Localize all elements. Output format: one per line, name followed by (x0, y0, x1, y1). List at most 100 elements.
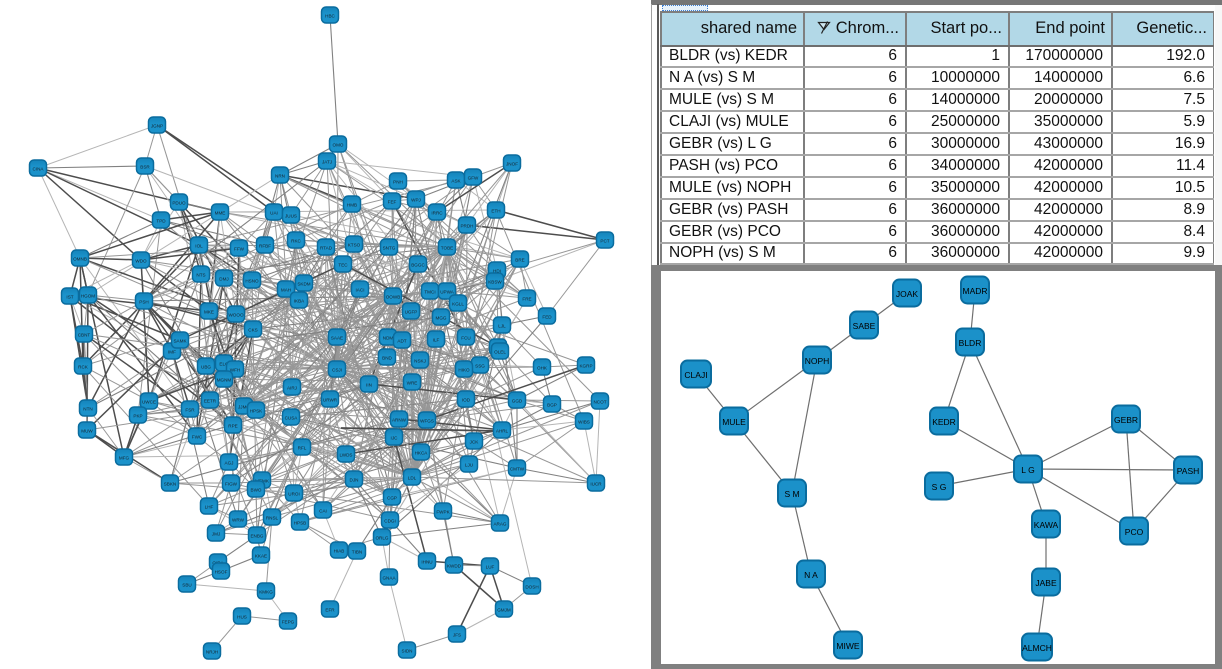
svg-text:UWCE: UWCE (142, 400, 156, 405)
svg-text:WFH: WFH (230, 368, 240, 373)
svg-text:OMO: OMO (333, 143, 344, 148)
svg-text:N A: N A (804, 570, 818, 580)
svg-text:SNTG: SNTG (383, 246, 396, 251)
svg-text:ETH: ETH (491, 209, 500, 214)
svg-text:IUCR: IUCR (590, 482, 602, 487)
svg-text:LJL: LJL (498, 324, 506, 329)
svg-text:MKE: MKE (204, 310, 214, 315)
svg-text:KBSW: KBSW (488, 280, 502, 285)
svg-text:NCOT: NCOT (593, 400, 606, 405)
svg-text:BGGC: BGGC (411, 263, 425, 268)
svg-text:SSG: SSG (475, 364, 485, 369)
svg-text:NRN: NRN (275, 174, 285, 179)
svg-text:CBNT: CBNT (78, 333, 91, 338)
svg-text:UROI: UROI (288, 492, 299, 497)
svg-text:GGD: GGD (512, 399, 523, 404)
svg-text:MGNM: MGNM (217, 378, 232, 383)
svg-text:SKDM: SKDM (297, 282, 310, 287)
svg-text:IOD: IOD (462, 398, 471, 403)
svg-text:IACI: IACI (356, 288, 365, 293)
svg-text:DMJ: DMJ (219, 277, 228, 282)
svg-text:UAI: UAI (270, 211, 278, 216)
svg-text:RCK: RCK (78, 365, 89, 370)
svg-text:ALMCH: ALMCH (1022, 643, 1052, 653)
svg-text:AGJ: AGJ (225, 461, 234, 466)
svg-text:KTSO: KTSO (348, 243, 361, 248)
svg-text:MAH: MAH (281, 288, 291, 293)
svg-text:MGG: MGG (436, 316, 447, 321)
svg-text:OLEL: OLEL (494, 350, 506, 355)
svg-text:IJC: IJC (391, 436, 399, 441)
svg-text:IOL: IOL (195, 244, 203, 249)
svg-text:WDO: WDO (135, 259, 147, 264)
svg-text:TEC: TEC (338, 263, 348, 268)
svg-text:SAMK: SAMK (173, 339, 187, 344)
svg-text:L G: L G (1021, 465, 1034, 475)
svg-text:TIBN: TIBN (352, 550, 362, 555)
svg-text:CUSA: CUSA (285, 416, 299, 421)
svg-text:GMJM: GMJM (497, 608, 511, 613)
svg-text:HPSB: HPSB (294, 521, 307, 526)
svg-text:BSR: BSR (140, 165, 150, 170)
svg-text:LJU: LJU (465, 463, 473, 468)
svg-text:AIRJ: AIRJ (287, 386, 297, 391)
svg-text:FSR: FSR (185, 408, 195, 413)
svg-text:JUUS: JUUS (285, 214, 297, 219)
svg-text:HSNO: HSNO (245, 279, 259, 284)
svg-text:RNSL: RNSL (266, 516, 279, 521)
svg-text:JOAK: JOAK (896, 289, 919, 299)
svg-text:KAWA: KAWA (1034, 520, 1059, 530)
svg-text:KKAE: KKAE (255, 554, 267, 559)
svg-text:JJMO: JJMO (238, 405, 250, 410)
svg-text:CMTW: CMTW (510, 467, 525, 472)
svg-text:JGNP: JGNP (151, 124, 163, 129)
svg-text:HIAB: HIAB (334, 549, 345, 554)
svg-text:FWPK: FWPK (436, 510, 450, 515)
svg-text:S M: S M (784, 489, 799, 499)
svg-text:JABE: JABE (1035, 578, 1057, 588)
svg-text:RPE: RPE (228, 424, 237, 429)
svg-text:LWDS: LWDS (340, 453, 353, 458)
svg-text:AHRL: AHRL (496, 429, 509, 434)
svg-text:HSOF: HSOF (215, 570, 228, 575)
svg-text:KEDR: KEDR (932, 417, 956, 427)
svg-text:NDM: NDM (383, 336, 394, 341)
svg-text:ORLG: ORLG (375, 536, 388, 541)
svg-text:FRE: FRE (522, 297, 531, 302)
svg-text:SAAE: SAAE (331, 336, 343, 341)
svg-text:PCO: PCO (1125, 527, 1144, 537)
svg-text:RFL: RFL (298, 446, 307, 451)
svg-text:IKBA: IKBA (294, 299, 305, 304)
svg-text:FED: FED (542, 315, 552, 320)
svg-text:MULE: MULE (722, 417, 746, 427)
svg-text:PASH: PASH (1177, 466, 1200, 476)
svg-text:HIKO: HIKO (458, 368, 470, 373)
svg-text:SBKN: SBKN (164, 482, 177, 487)
svg-text:NOPH: NOPH (805, 356, 830, 366)
svg-text:HBC: HBC (325, 14, 335, 19)
svg-text:GEBR: GEBR (1114, 415, 1138, 425)
svg-text:KWDD: KWDD (447, 564, 462, 569)
svg-text:UPWA: UPWA (440, 290, 455, 295)
svg-text:WRE: WRE (407, 381, 418, 386)
svg-text:HKCA: HKCA (415, 451, 429, 456)
svg-text:WIBS: WIBS (578, 420, 590, 425)
svg-text:CKS: CKS (248, 328, 257, 333)
svg-text:CGP: CGP (387, 496, 397, 501)
svg-text:BND: BND (382, 356, 392, 361)
svg-text:MFG: MFG (119, 456, 130, 461)
svg-text:OHK: OHK (537, 366, 548, 371)
svg-text:TOBE: TOBE (441, 246, 453, 251)
svg-text:WOOO: WOOO (228, 313, 243, 318)
svg-text:ARNW: ARNW (392, 418, 407, 423)
svg-text:LDL: LDL (408, 476, 417, 481)
svg-text:KGLL: KGLL (452, 302, 464, 307)
svg-text:WFGS: WFGS (420, 419, 434, 424)
svg-text:WPJ: WPJ (411, 198, 421, 203)
svg-text:PNH: PNH (393, 180, 403, 185)
svg-text:IIN: IIN (366, 383, 372, 388)
svg-text:ENBG: ENBG (250, 534, 263, 539)
svg-text:FWC: FWC (192, 435, 203, 440)
svg-text:FFW: FFW (234, 247, 245, 252)
svg-text:SABE: SABE (853, 321, 876, 331)
